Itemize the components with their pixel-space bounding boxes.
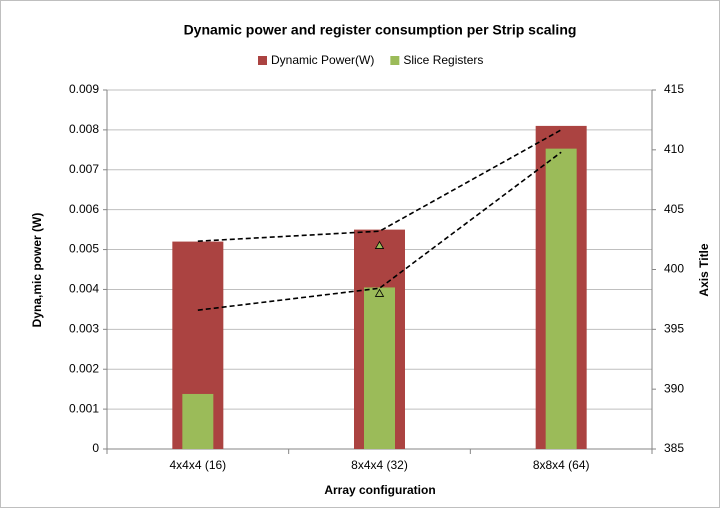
y2-tick-label: 390: [664, 381, 684, 395]
y-tick-label: 0.009: [69, 82, 99, 96]
y-tick-label: 0.008: [69, 122, 99, 136]
y2-tick-label: 385: [664, 441, 684, 455]
x-tick-label: 8x4x4 (32): [351, 458, 408, 472]
y-tick-label: 0.007: [69, 162, 99, 176]
legend-swatch: [258, 56, 267, 65]
x-axis-title: Array configuration: [324, 483, 435, 497]
legend-label: Dynamic Power(W): [271, 53, 374, 67]
chart-title: Dynamic power and register consumption p…: [184, 22, 577, 38]
bar: [545, 148, 577, 450]
y2-tick-label: 415: [664, 82, 684, 96]
y-tick-label: 0.003: [69, 322, 99, 336]
y-tick-label: 0: [92, 441, 99, 455]
y2-tick-label: 410: [664, 142, 684, 156]
y-tick-label: 0.005: [69, 242, 99, 256]
y-tick-label: 0.004: [69, 282, 99, 296]
y2-tick-label: 405: [664, 202, 684, 216]
y2-axis-title: Axis Title: [697, 243, 711, 296]
bar: [182, 393, 214, 449]
marker: [374, 288, 385, 297]
trend-line: [197, 129, 562, 242]
y-tick-label: 0.001: [69, 401, 99, 415]
legend-swatch: [390, 56, 400, 65]
bar: [364, 287, 395, 449]
marker: [374, 240, 385, 249]
trend-line: [197, 151, 562, 311]
legend-label: Slice Registers: [403, 53, 483, 67]
y-axis-title: Dyna,mic power (W): [30, 213, 44, 328]
y2-tick-label: 400: [664, 262, 684, 276]
x-tick-label: 8x8x4 (64): [533, 458, 590, 472]
x-tick-label: 4x4x4 (16): [169, 458, 226, 472]
y2-tick-label: 395: [664, 322, 684, 336]
y-tick-label: 0.006: [69, 202, 99, 216]
y-tick-label: 0.002: [69, 361, 99, 375]
